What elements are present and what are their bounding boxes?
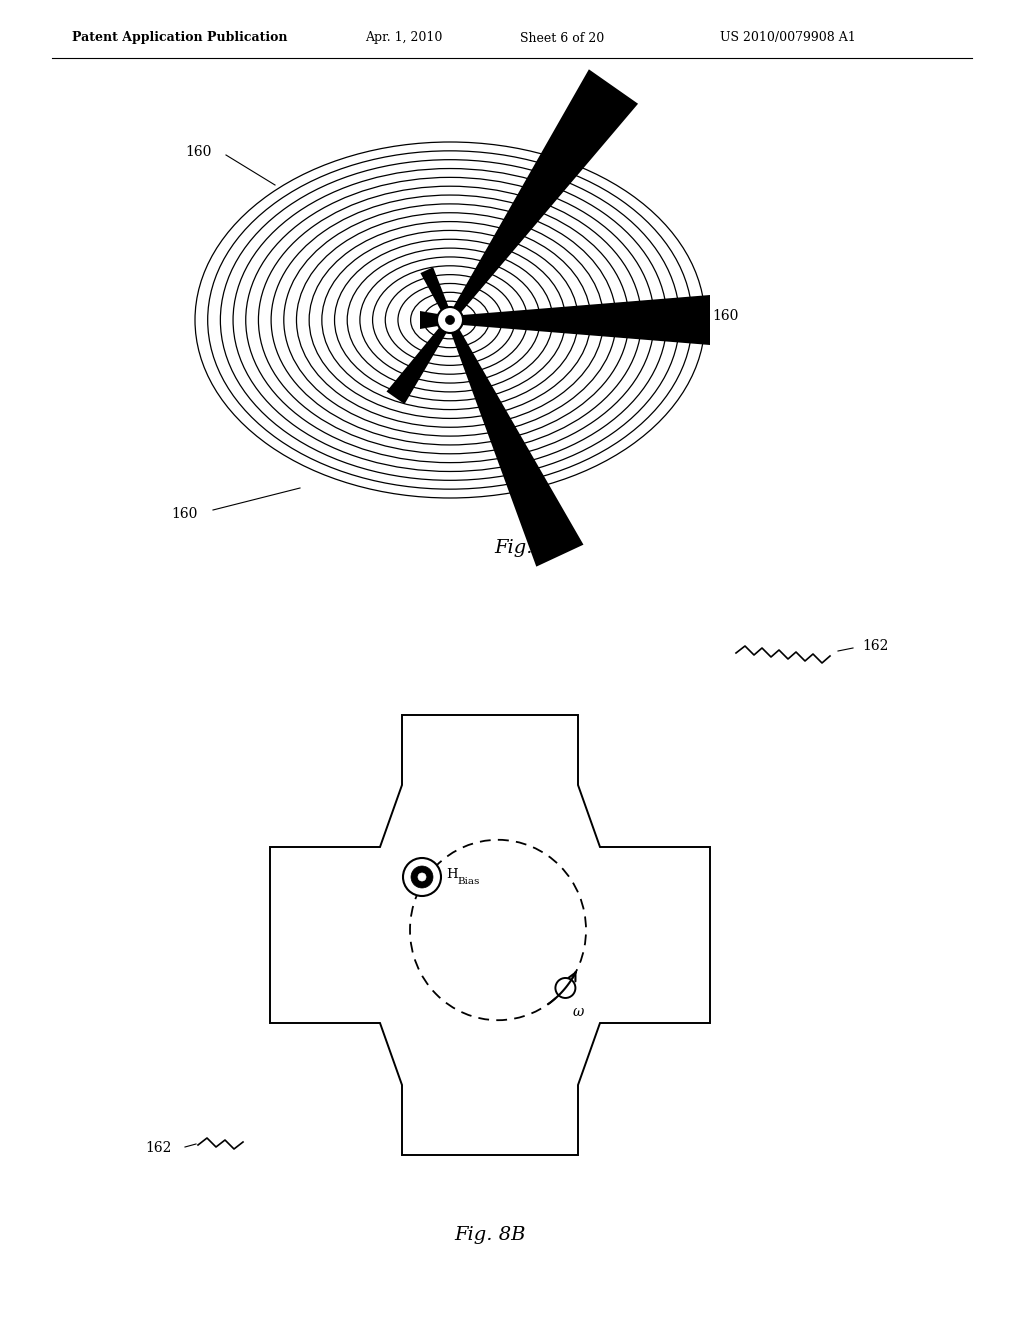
Text: 160: 160 — [172, 507, 198, 521]
Circle shape — [437, 308, 463, 333]
Text: Apr. 1, 2010: Apr. 1, 2010 — [365, 32, 442, 45]
Text: Fig. 8B: Fig. 8B — [455, 1226, 525, 1243]
Circle shape — [555, 978, 575, 998]
Text: 160: 160 — [185, 145, 212, 158]
Text: US 2010/0079908 A1: US 2010/0079908 A1 — [720, 32, 856, 45]
Text: 162: 162 — [862, 639, 889, 653]
Circle shape — [418, 873, 426, 880]
Circle shape — [445, 315, 455, 325]
Text: Bias: Bias — [457, 876, 479, 886]
Text: Fig. 8A: Fig. 8A — [495, 539, 565, 557]
Text: 160: 160 — [712, 309, 738, 323]
Circle shape — [411, 866, 433, 888]
Polygon shape — [450, 294, 710, 345]
Polygon shape — [446, 318, 584, 566]
Text: 162: 162 — [145, 1140, 172, 1155]
Polygon shape — [447, 70, 638, 322]
Circle shape — [403, 858, 441, 896]
Polygon shape — [386, 318, 453, 404]
Text: Patent Application Publication: Patent Application Publication — [72, 32, 288, 45]
Text: Sheet 6 of 20: Sheet 6 of 20 — [520, 32, 604, 45]
Text: H: H — [446, 867, 458, 880]
Polygon shape — [420, 312, 450, 329]
Polygon shape — [421, 267, 454, 322]
Text: ω: ω — [572, 1005, 584, 1019]
